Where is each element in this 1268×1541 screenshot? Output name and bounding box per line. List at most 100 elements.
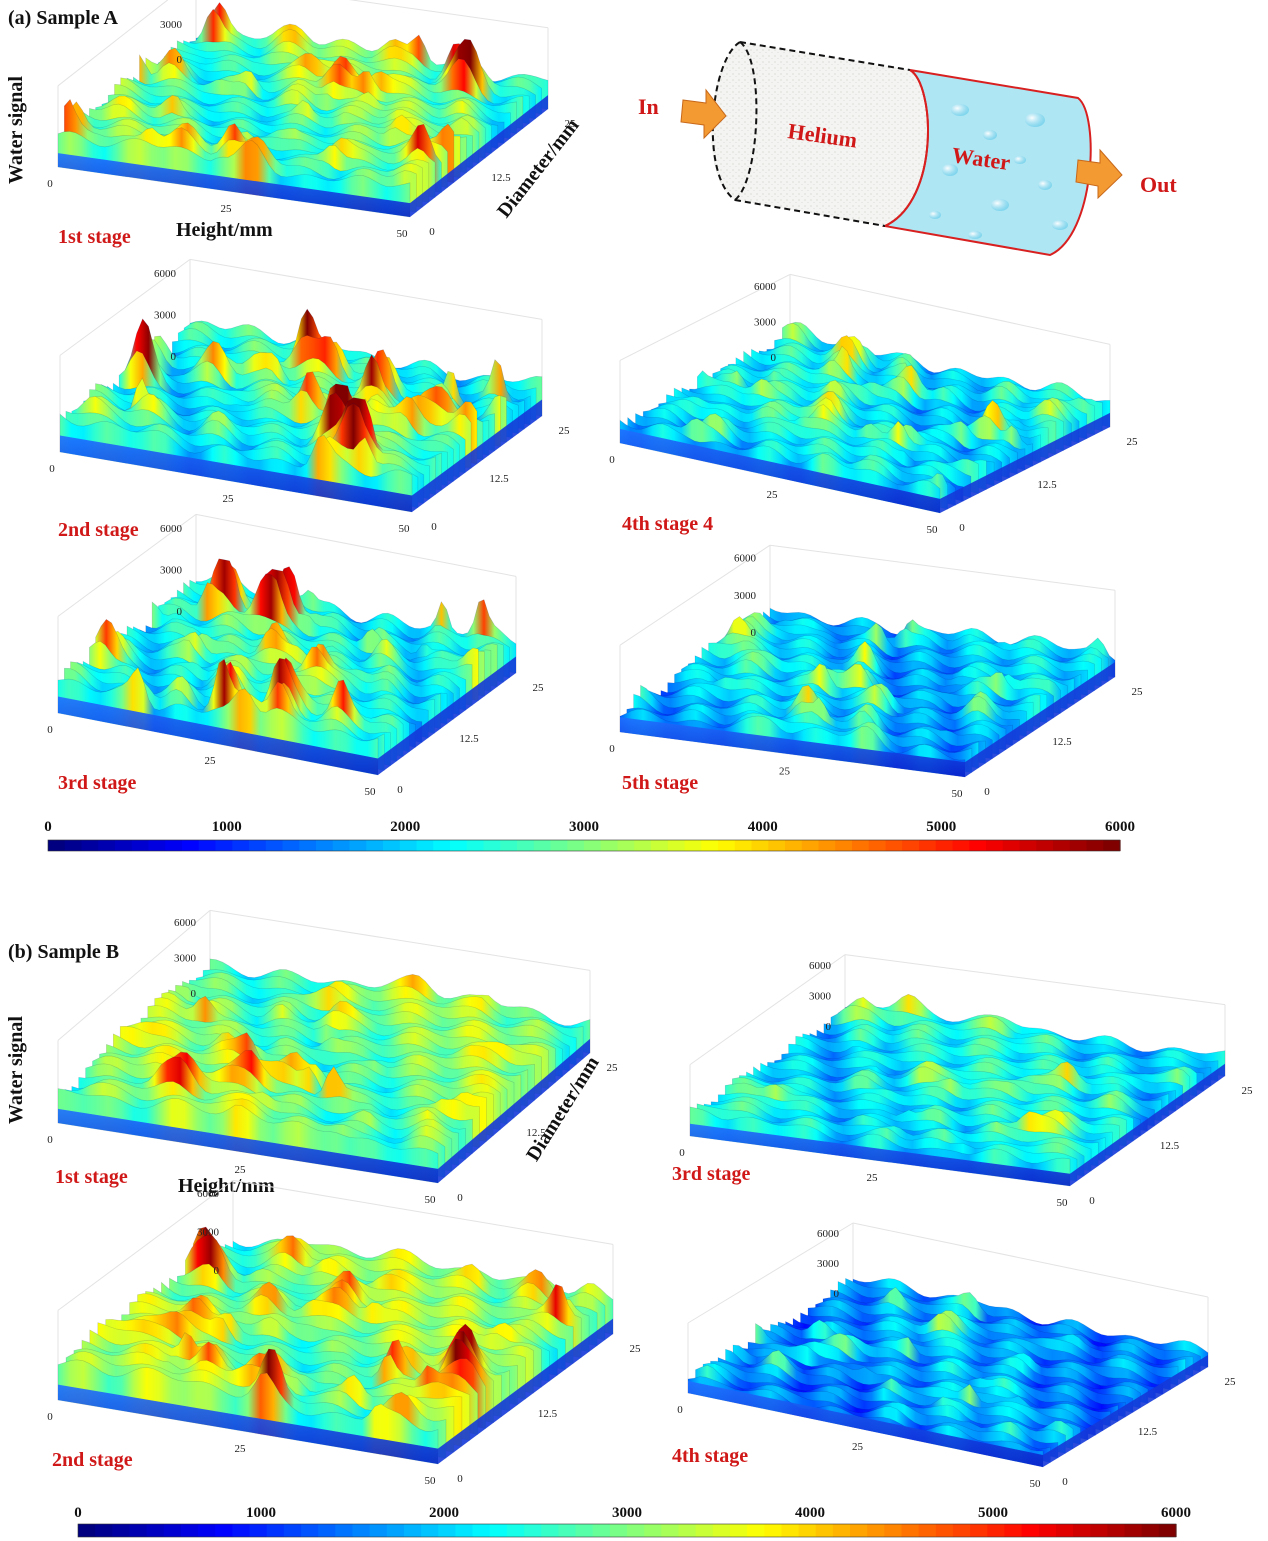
x-tick-label: 25 <box>235 1443 247 1455</box>
x-tick-label: 0 <box>677 1404 683 1416</box>
helium-region <box>711 42 928 226</box>
colorbar-swatch <box>550 840 568 851</box>
cylinder-top-edge <box>739 41 911 71</box>
colorbar-a: 0 1000 2000 3000 4000 5000 6000 <box>44 819 1135 852</box>
colorbar-swatch <box>232 840 250 851</box>
colorbar-swatch <box>335 1524 354 1537</box>
x-tick-label: 25 <box>767 489 779 501</box>
colorbar-swatch <box>902 840 920 851</box>
colorbar-swatch <box>500 840 518 851</box>
colorbar-swatch <box>1086 840 1104 851</box>
colorbar-swatch <box>885 840 903 851</box>
colorbar-swatch <box>517 840 535 851</box>
colorbar-swatch <box>1055 1524 1074 1537</box>
colorbar-swatch <box>987 1524 1006 1537</box>
stage-title: 1st stage <box>58 226 131 248</box>
colorbar-swatch <box>935 1524 954 1537</box>
x-tick-label: 0 <box>49 463 55 475</box>
colorbar-tick-label: 0 <box>74 1505 82 1521</box>
colorbar-swatch <box>1103 840 1121 851</box>
colorbar-swatch <box>1107 1524 1126 1537</box>
colorbar-swatch <box>835 840 853 851</box>
stage-title: 3rd stage <box>58 772 136 794</box>
colorbar-swatch <box>299 840 317 851</box>
surface-plot-2: 0 3000 6000 0 25 50 0 12.5 25 2nd stage <box>49 258 571 541</box>
box-gridline <box>687 1222 854 1324</box>
colorbar-swatch <box>986 840 1004 851</box>
colorbar-swatch <box>383 840 401 851</box>
z-tick-label: 0 <box>191 988 197 1000</box>
z-tick-label: 6000 <box>160 523 183 535</box>
surface-plot-6: 0 3000 6000 0 25 50 0 12.5 25 1st stage <box>47 909 618 1206</box>
stage-title: 4th stage 4 <box>622 513 713 535</box>
x-tick-label: 25 <box>867 1172 879 1184</box>
colorbar-swatch <box>95 1524 113 1537</box>
colorbar-tick-label: 6000 <box>1161 1505 1191 1521</box>
colorbar-swatch <box>584 840 602 851</box>
surface-front-skirt <box>58 1384 438 1464</box>
box-gridline <box>57 910 211 1041</box>
colorbar-swatch <box>781 1524 800 1537</box>
x-tick-label: 50 <box>399 523 411 535</box>
stage-title: 2nd stage <box>52 1449 133 1471</box>
y-tick-label: 0 <box>429 226 435 238</box>
surface-side-skirt <box>940 412 1110 513</box>
z-tick-label: 3000 <box>154 310 177 322</box>
colorbar-swatch <box>627 1524 645 1537</box>
colorbar-swatch <box>386 1524 405 1537</box>
surface-side-skirt <box>965 662 1115 777</box>
colorbar-tick-label: 3000 <box>612 1505 642 1521</box>
ylabel-b: Water signal <box>5 1016 27 1124</box>
colorbar-swatch <box>634 840 652 851</box>
colorbar-swatch <box>249 1524 268 1537</box>
colorbar-swatch <box>115 840 133 851</box>
colorbar-swatch <box>78 1524 96 1537</box>
colorbar-swatch <box>567 840 585 851</box>
x-tick-label: 50 <box>952 788 964 800</box>
colorbar-tick-label: 6000 <box>1105 819 1135 835</box>
x-tick-label: 0 <box>47 724 53 736</box>
box-gridline <box>852 1222 1209 1298</box>
stage-title: 1st stage <box>55 1166 128 1188</box>
stage-title: 4th stage <box>672 1445 748 1467</box>
colorbar-swatch <box>1090 1524 1108 1537</box>
in-arrow-icon <box>680 88 727 140</box>
y-tick-label: 25 <box>559 425 571 437</box>
colorbar-swatch <box>884 1524 903 1537</box>
colorbar-swatch <box>182 840 200 851</box>
colorbar-swatch <box>433 840 451 851</box>
box-gridline <box>232 1179 614 1245</box>
x-tick-label: 0 <box>47 178 53 190</box>
colorbar-swatch <box>747 1524 765 1537</box>
colorbar-swatch <box>801 840 820 851</box>
colorbar-swatch <box>352 1524 371 1537</box>
z-tick-label: 0 <box>834 1288 840 1300</box>
x-tick-label: 0 <box>609 743 615 755</box>
x-tick-label: 50 <box>927 524 939 536</box>
panel-label-b: (b) Sample B <box>8 941 119 963</box>
z-tick-label: 0 <box>826 1021 832 1033</box>
y-tick-label: 0 <box>1089 1195 1095 1207</box>
y-tick-label: 25 <box>533 682 545 694</box>
colorbar-swatch <box>600 840 619 851</box>
colorbar-swatch <box>533 840 552 851</box>
y-tick-label: 12.5 <box>538 1408 558 1420</box>
xlabel-b: Height/mm <box>178 1175 275 1197</box>
colorbar-swatch <box>81 840 99 851</box>
surface-side-skirt <box>438 1038 590 1183</box>
surface-front-skirt <box>58 1108 438 1183</box>
stage-title: 2nd stage <box>58 519 139 541</box>
colorbar-swatch <box>1004 1524 1023 1537</box>
colorbar-swatch <box>701 840 719 851</box>
box-gridline <box>619 544 771 646</box>
colorbar-swatch <box>131 840 150 851</box>
y-tick-label: 0 <box>984 786 990 798</box>
surface-side-skirt <box>378 656 516 775</box>
colorbar-swatch <box>349 840 367 851</box>
x-tick-label: 25 <box>779 766 791 778</box>
z-tick-label: 3000 <box>160 565 183 577</box>
colorbar-swatch <box>1019 840 1037 851</box>
colorbar-tick-label: 2000 <box>429 1505 459 1521</box>
colorbar-swatch <box>506 1524 525 1537</box>
box-gridline <box>57 0 169 87</box>
